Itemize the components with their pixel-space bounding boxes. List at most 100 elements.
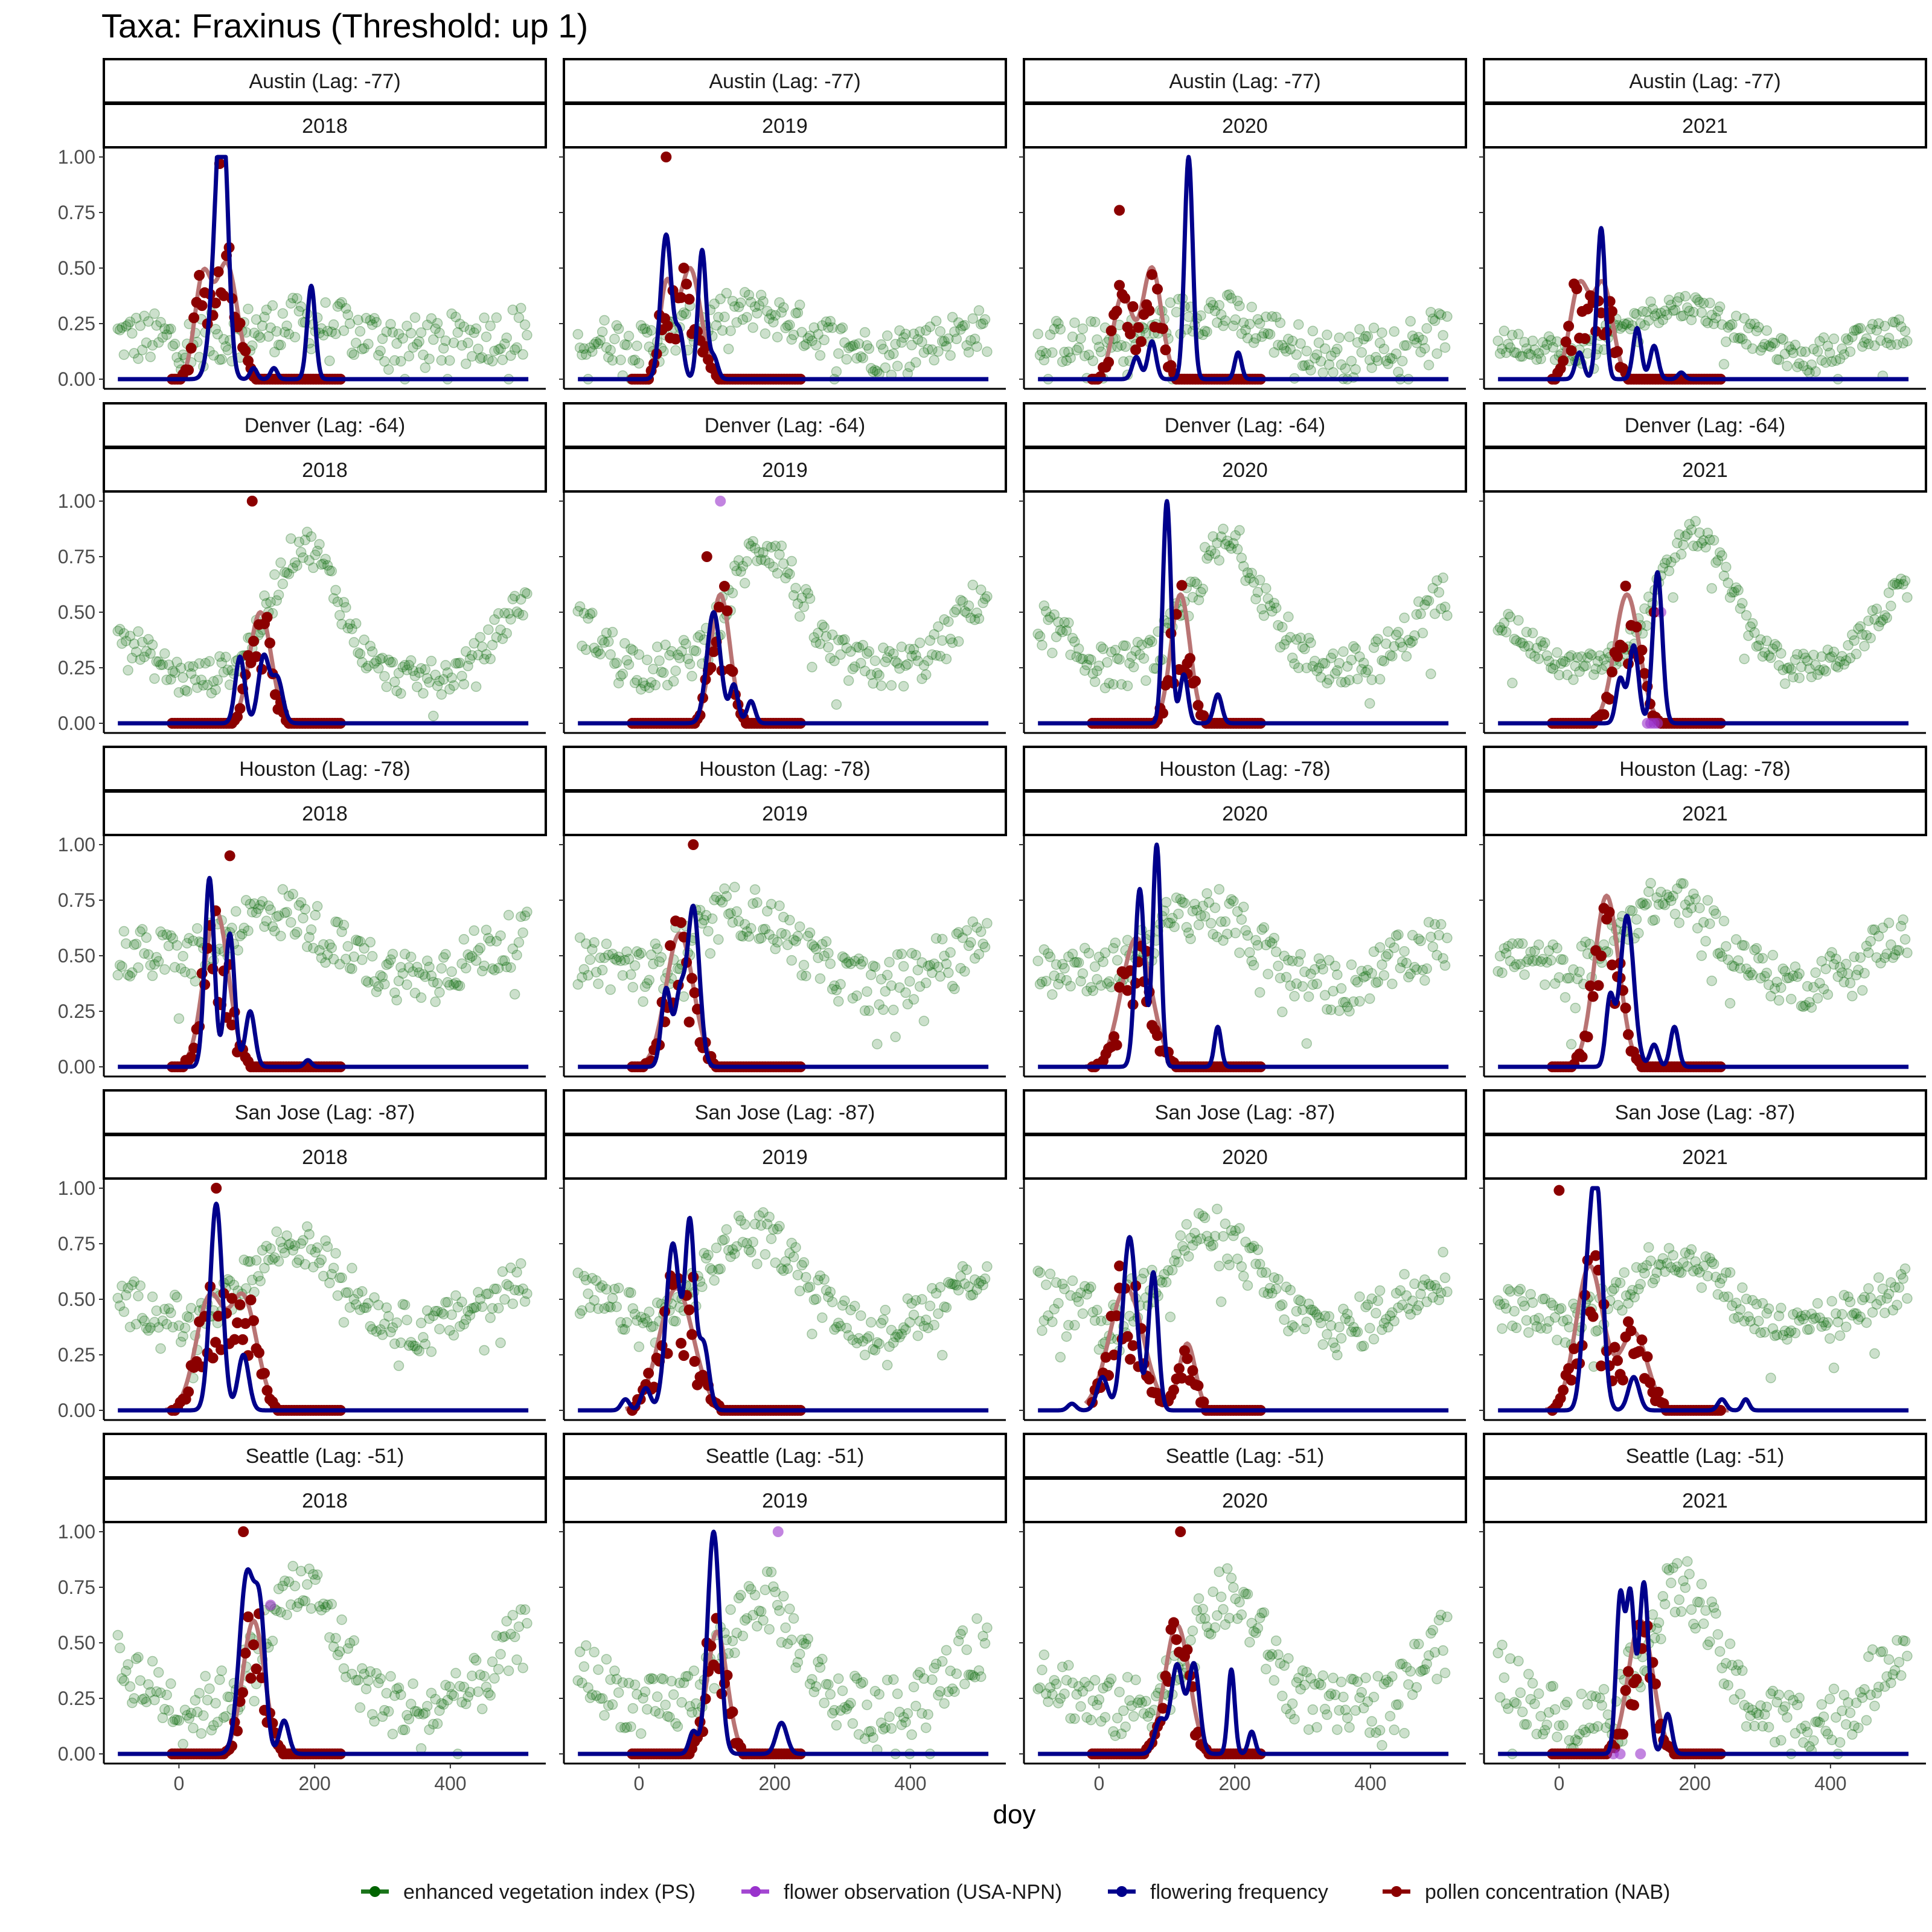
pollen-point — [1114, 205, 1125, 216]
evi-point — [943, 967, 954, 978]
evi-point — [452, 327, 464, 338]
evi-point — [957, 596, 968, 607]
evi-point — [1071, 345, 1083, 356]
evi-point — [312, 1242, 323, 1253]
evi-point — [820, 316, 832, 327]
evi-point — [1737, 333, 1748, 345]
evi-point — [383, 1706, 394, 1717]
evi-point — [114, 624, 126, 635]
evi-point — [933, 346, 944, 357]
evi-point — [888, 648, 899, 659]
evi-point — [287, 292, 298, 304]
evi-point — [1521, 343, 1532, 354]
evi-point — [1834, 1330, 1846, 1341]
evi-point — [348, 349, 360, 360]
pollen-point — [701, 551, 712, 562]
evi-point — [856, 657, 866, 669]
evi-point — [440, 660, 451, 671]
evi-point — [898, 961, 909, 972]
evi-point — [802, 1633, 813, 1645]
evi-point — [1179, 897, 1190, 909]
evi-point — [961, 925, 972, 936]
evi-point — [1757, 342, 1768, 353]
evi-point — [269, 347, 280, 357]
evi-point — [611, 320, 622, 331]
evi-point — [1040, 606, 1052, 617]
evi-point — [513, 937, 525, 948]
evi-point — [1810, 366, 1821, 377]
evi-point — [851, 353, 862, 364]
evi-point — [281, 320, 292, 331]
evi-point — [1761, 325, 1773, 336]
evi-point — [839, 1295, 850, 1307]
evi-point — [1077, 1308, 1089, 1319]
y-tick-label: 0.00 — [58, 1399, 95, 1421]
evi-point — [703, 926, 714, 937]
pollen-point — [1617, 642, 1629, 653]
y-tick-label: 0.00 — [58, 1056, 95, 1078]
evi-point — [1181, 1219, 1192, 1230]
evi-point — [1317, 1339, 1328, 1350]
pollen-points — [627, 551, 806, 729]
evi-point — [597, 965, 608, 976]
pollen-point — [1157, 323, 1169, 334]
evi-point — [1389, 326, 1399, 337]
evi-point — [461, 646, 472, 657]
facet-panel: Houston (Lag: -78)2019 — [559, 746, 1007, 1078]
evi-point — [299, 534, 311, 546]
evi-point — [590, 336, 602, 348]
evi-point — [967, 313, 979, 324]
evi-point — [853, 642, 865, 653]
facet-grid: Austin (Lag: -77)20180.000.250.500.751.0… — [58, 58, 1927, 1794]
evi-point — [780, 322, 791, 333]
evi-point — [837, 635, 848, 646]
pollen-point — [676, 917, 687, 929]
evi-point — [817, 619, 828, 630]
evi-point — [688, 1665, 700, 1677]
evi-point — [825, 316, 836, 327]
evi-point — [1741, 610, 1752, 621]
pollen-point — [1607, 305, 1618, 317]
evi-point — [651, 641, 663, 653]
evi-point — [1841, 959, 1852, 970]
evi-point — [1346, 959, 1357, 970]
evi-point — [157, 659, 168, 670]
evi-point — [444, 355, 455, 366]
evi-point — [483, 624, 494, 635]
evi-point — [1185, 933, 1196, 944]
evi-point — [1075, 333, 1086, 344]
evi-point — [1543, 331, 1555, 342]
evi-point — [1160, 1276, 1172, 1288]
evi-point — [930, 315, 942, 327]
evi-point — [792, 307, 804, 318]
pollen-point — [210, 297, 222, 309]
evi-point — [1173, 908, 1184, 920]
evi-point — [778, 558, 789, 569]
evi-point — [497, 633, 508, 644]
evi-point — [1368, 322, 1380, 333]
evi-points — [112, 1561, 533, 1759]
evi-point — [1423, 359, 1435, 371]
evi-point — [513, 312, 525, 323]
evi-point — [1197, 583, 1209, 595]
pollen-point — [1136, 336, 1147, 347]
evi-point — [271, 1226, 282, 1237]
evi-point — [1112, 955, 1123, 966]
evi-point — [519, 319, 531, 330]
flowering-frequency-line — [576, 232, 990, 382]
evi-point — [833, 996, 844, 1007]
facet-panel: Seattle (Lag: -51)20180.000.250.500.751.… — [58, 1433, 547, 1794]
evi-point — [969, 333, 980, 345]
evi-point — [1261, 311, 1271, 322]
evi-point — [1513, 615, 1524, 626]
evi-point — [493, 1663, 504, 1675]
evi-point — [1509, 1306, 1520, 1317]
evi-point — [668, 676, 679, 687]
evi-point — [1850, 325, 1862, 336]
evi-point — [572, 328, 583, 340]
evi-point — [1902, 947, 1913, 958]
evi-point — [772, 331, 783, 343]
evi-point — [1037, 345, 1048, 357]
evi-point — [489, 614, 500, 625]
pollen-point — [1607, 667, 1618, 678]
